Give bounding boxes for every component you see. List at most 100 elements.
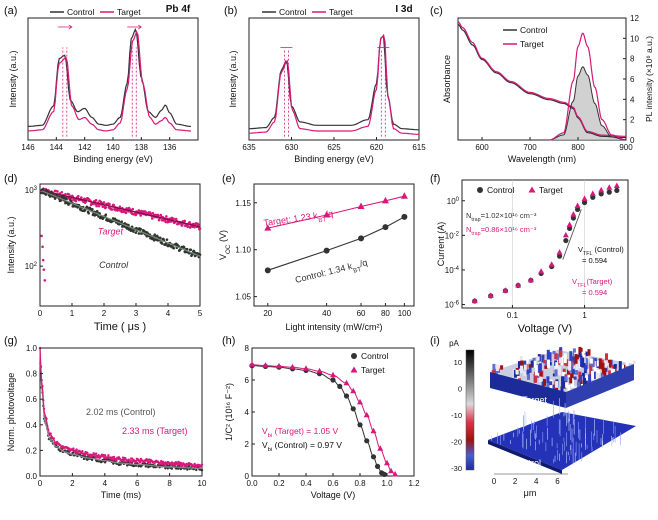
surface-target-cell [534,371,538,383]
surface-target-cell [552,384,555,391]
data-point [598,191,604,197]
colorbar-tick-label: 10 [454,358,462,367]
data-point [364,438,370,444]
surface-target-cell [562,368,566,372]
surface-target-cell [608,359,611,368]
surface-target-cell [513,369,517,378]
pl-target-line [549,32,626,141]
panel-label: (g) [4,335,17,347]
panel-label: (h) [222,335,235,347]
control-point [177,467,180,470]
data-point [388,467,395,474]
target-point [80,196,83,199]
x-tick-label: 900 [619,143,633,152]
control-point [64,197,68,200]
data-point [289,363,296,370]
x-tick-label: 1 [70,309,75,318]
data-point [337,383,343,389]
target-point [139,214,142,217]
surface-target-cell [575,360,579,371]
x-tick-label: 620 [370,143,384,152]
surface-target-cell [538,363,542,373]
colorbar-tick-label: -10 [451,411,462,420]
data-point [487,292,494,298]
x-axis-label: Light intensity (mW/cm²) [285,322,382,332]
target-point [41,245,44,249]
legend-label: Control [361,351,389,361]
vbi-target: Vbi (Target) = 1.05 V [262,426,339,439]
target-point [174,217,178,221]
colorbar-tick-label: -30 [451,464,462,473]
panel-label: (c) [430,5,443,17]
data-point [613,182,620,189]
y-tick-label: 1.10 [235,246,251,255]
panel-a: 146 144 142 140 138 136 Binding energy (eV) Int… [4,4,199,164]
surface-target-cell [534,364,538,376]
x-axis-label: Time (ms) [101,490,141,500]
surface-target-cell [612,369,615,376]
surface-target-cell [533,360,537,368]
control-point [189,248,193,252]
panel-f: 0.1 1 100 10-2 10-4 10-6 Voltage (V) Current (A… [430,173,629,335]
target-point [115,459,118,462]
surface-target-cell [548,352,552,362]
vbi-control: Vbi (Control) = 0.97 V [262,440,342,453]
panel-d: 0 1 2 3 4 5 102 103 Time ( μs ) Intensity (a.u.) (… [4,173,203,333]
pl-control-area [549,66,626,140]
plot-frame [457,17,627,141]
y-tick-label: 4 [245,408,250,417]
data-point [357,398,363,405]
y-axis-label: VOC (V) [218,230,232,260]
y-tick-label: 1.0 [26,344,38,353]
surface-target-cell [586,367,590,372]
surface-target-side [490,372,566,408]
surface-target-cell [567,369,570,375]
surface-target-cell [526,369,530,375]
surface-target-cell [589,365,593,376]
panel-label: (d) [4,173,17,185]
surface-target-cell [578,352,582,358]
surface-target-cell [596,360,600,367]
target-point [43,279,47,282]
legend-label: Control [67,7,95,17]
target-point [193,462,196,466]
target-point [103,454,107,457]
plot-frame [39,347,203,477]
data-point [574,206,581,213]
surface-target-cell [559,350,563,358]
surface-target-cell [543,378,546,386]
target-point [75,448,78,451]
series-line [252,364,396,475]
panel-h: 0.0 0.2 0.4 0.6 0.8 1.0 1.2 0 2 4 6 8 Voltage (V) 1/C… [222,335,420,500]
control-point [170,467,174,470]
x-tick-label: 2 [513,477,518,486]
surface-control-side [488,440,562,474]
surface-target-cell [544,365,548,369]
surface-target-cell [562,371,566,377]
data-point [357,202,365,210]
data-point [563,237,569,244]
surface-target-cell [549,381,553,386]
surface-target-cell [523,371,527,376]
legend-label: Control [279,7,307,17]
y-tick-label: 2 [245,440,250,449]
control-point [132,230,135,233]
surface-target-cell [589,362,593,369]
surface-target-cell [572,356,575,364]
series-label-control: 2.02 ms (Control) [86,407,156,417]
data-point [358,235,365,242]
data-point [570,211,577,217]
target-point [42,268,46,271]
plot-frame [27,17,199,141]
colorbar-tick-label: -20 [451,438,462,447]
surface-target-cell [585,359,589,370]
surface-target-cell [567,372,571,378]
surface-target-cell [561,377,565,388]
target-point [64,192,67,196]
annotation: I 3d [395,4,412,15]
vtfl-control: VTFL (Control) [578,245,624,257]
plot-frame [253,183,415,307]
target-point [137,209,141,212]
y-tick-label: 1.15 [235,199,251,208]
target-point [67,193,71,196]
